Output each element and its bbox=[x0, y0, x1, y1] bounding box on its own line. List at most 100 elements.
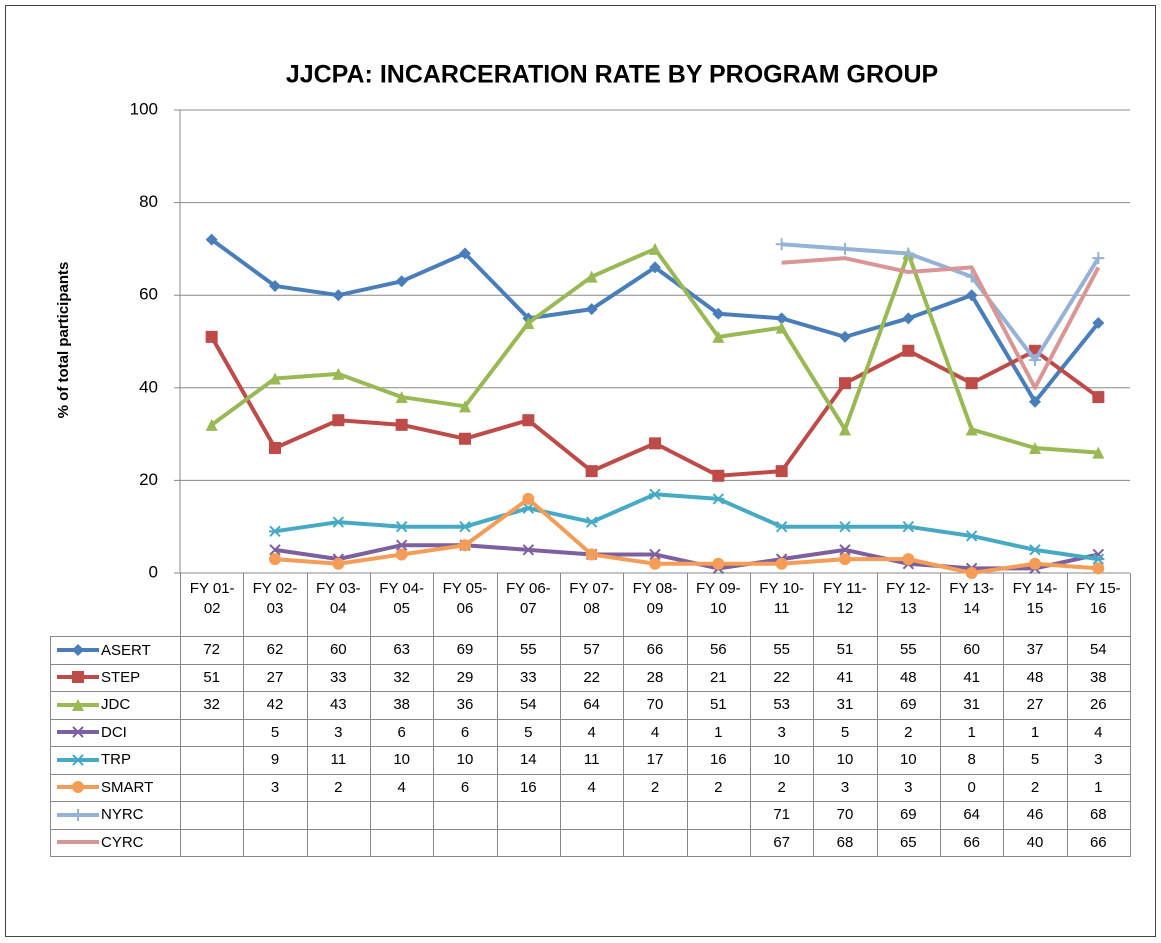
marker bbox=[1092, 316, 1105, 329]
table-value: 2 bbox=[623, 773, 688, 802]
marker bbox=[72, 754, 84, 766]
x-tick-label: FY 14-15 bbox=[1003, 573, 1068, 637]
table-value: 1 bbox=[940, 718, 1005, 747]
table-value: 4 bbox=[1066, 718, 1131, 747]
marker bbox=[712, 469, 725, 482]
x-tick-label: FY 01-02 bbox=[180, 573, 245, 637]
marker bbox=[269, 279, 281, 292]
marker bbox=[269, 441, 281, 454]
table-value: 70 bbox=[813, 801, 878, 830]
legend-key bbox=[57, 808, 99, 821]
marker bbox=[332, 414, 345, 427]
legend-label: JDC bbox=[101, 696, 131, 714]
table-value: 31 bbox=[813, 691, 878, 720]
table-value: 69 bbox=[433, 636, 498, 665]
legend-key bbox=[57, 698, 99, 711]
table-value: 32 bbox=[370, 663, 435, 692]
table-value: 22 bbox=[560, 663, 625, 692]
table-value bbox=[433, 801, 498, 830]
table-value: 5 bbox=[1003, 746, 1068, 775]
marker bbox=[332, 367, 345, 380]
table-value: 43 bbox=[306, 691, 371, 720]
table-value bbox=[496, 801, 561, 830]
table-value: 62 bbox=[243, 636, 308, 665]
table-value: 51 bbox=[180, 663, 245, 692]
legend-label: ASERT bbox=[101, 641, 151, 659]
table-value: 21 bbox=[686, 663, 751, 692]
table-value: 3 bbox=[306, 718, 371, 747]
table-value: 27 bbox=[1003, 691, 1068, 720]
marker bbox=[459, 400, 471, 413]
y-axis-title: % of total participants bbox=[55, 262, 72, 419]
table-value: 4 bbox=[560, 773, 625, 802]
legend-label: TRP bbox=[101, 751, 131, 769]
marker bbox=[649, 242, 661, 255]
legend-label: CYRC bbox=[101, 833, 144, 851]
table-value: 46 bbox=[1003, 801, 1068, 830]
table-value: 1 bbox=[1066, 773, 1131, 802]
table-value: 31 bbox=[940, 691, 1005, 720]
table-value: 6 bbox=[433, 718, 498, 747]
table-value: 60 bbox=[940, 636, 1005, 665]
series-line bbox=[781, 256, 1101, 390]
marker bbox=[1092, 562, 1105, 575]
legend-key bbox=[57, 726, 99, 738]
table-value: 10 bbox=[433, 746, 498, 775]
marker bbox=[395, 275, 408, 288]
legend-label: NYRC bbox=[101, 806, 144, 824]
y-tick-label: 80 bbox=[139, 192, 158, 211]
table-value: 5 bbox=[813, 718, 878, 747]
x-tick-label: FY 13-14 bbox=[940, 573, 1005, 637]
marker bbox=[332, 289, 345, 302]
series-line bbox=[274, 496, 1099, 575]
chart-title: JJCPA: INCARCERATION RATE BY PROGRAM GRO… bbox=[286, 61, 938, 89]
marker bbox=[1092, 553, 1105, 565]
marker bbox=[839, 377, 851, 390]
table-value bbox=[623, 828, 688, 857]
marker bbox=[839, 330, 851, 343]
table-value: 71 bbox=[750, 801, 815, 830]
table-value bbox=[180, 828, 245, 857]
legend-label: STEP bbox=[101, 668, 141, 686]
marker bbox=[649, 488, 661, 500]
table-value: 10 bbox=[370, 746, 435, 775]
table-value: 2 bbox=[750, 773, 815, 802]
table-value: 10 bbox=[876, 746, 941, 775]
legend-key bbox=[57, 754, 99, 766]
marker bbox=[459, 247, 471, 260]
table-value: 48 bbox=[876, 663, 941, 692]
marker bbox=[395, 539, 408, 551]
table-value: 37 bbox=[1003, 636, 1068, 665]
table-value: 66 bbox=[940, 828, 1005, 857]
marker bbox=[72, 781, 84, 794]
marker bbox=[1029, 441, 1041, 454]
marker bbox=[649, 437, 661, 450]
table-value: 4 bbox=[623, 718, 688, 747]
marker bbox=[649, 557, 661, 570]
marker bbox=[1029, 544, 1041, 556]
legend-entry: TRP bbox=[50, 746, 181, 775]
table-value: 54 bbox=[1066, 636, 1131, 665]
marker bbox=[72, 671, 84, 684]
table-value: 63 bbox=[370, 636, 435, 665]
table-value: 5 bbox=[496, 718, 561, 747]
marker bbox=[585, 270, 598, 283]
table-value: 16 bbox=[496, 773, 561, 802]
marker bbox=[775, 520, 788, 533]
table-value: 11 bbox=[560, 746, 625, 775]
table-value: 4 bbox=[560, 718, 625, 747]
table-value: 3 bbox=[750, 718, 815, 747]
table-value: 5 bbox=[243, 718, 308, 747]
table-value: 51 bbox=[686, 691, 751, 720]
legend-key bbox=[57, 781, 99, 794]
legend-entry: CYRC bbox=[50, 828, 181, 857]
table-value bbox=[370, 828, 435, 857]
marker bbox=[522, 544, 535, 556]
legend-entry: ASERT bbox=[50, 636, 181, 665]
marker bbox=[902, 247, 915, 260]
table-value: 3 bbox=[813, 773, 878, 802]
marker bbox=[72, 726, 84, 738]
table-value bbox=[180, 746, 245, 775]
table-value: 2 bbox=[876, 718, 941, 747]
